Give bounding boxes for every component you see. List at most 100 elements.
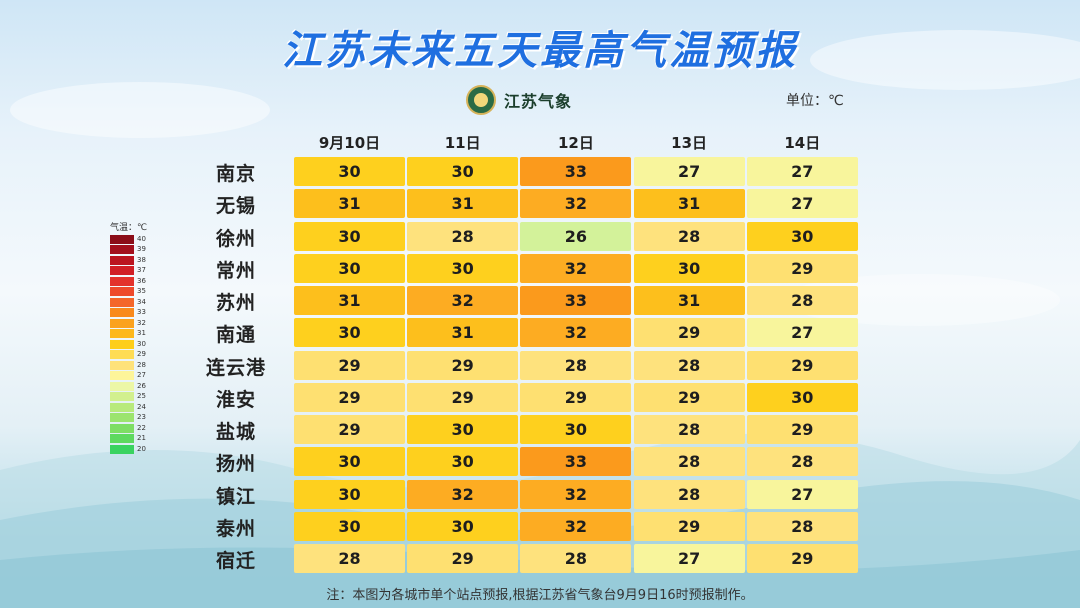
legend-label: 21 — [137, 434, 146, 443]
legend-item: 30 — [110, 339, 170, 350]
legend-item: 34 — [110, 297, 170, 308]
legend-item: 28 — [110, 360, 170, 371]
legend-label: 24 — [137, 402, 146, 411]
heatmap-cell: 30 — [294, 447, 405, 477]
legend-swatch — [110, 255, 134, 265]
heatmap-cell: 29 — [294, 382, 405, 412]
legend-item: 23 — [110, 413, 170, 424]
chart-title: 江苏未来五天最高气温预报 — [282, 28, 798, 74]
city-label: 南通 — [215, 324, 256, 347]
legend-label: 27 — [137, 371, 146, 380]
legend-item: 33 — [110, 308, 170, 319]
heatmap-cell: 28 — [746, 286, 858, 315]
legend-item: 35 — [110, 287, 170, 298]
heatmap-cell: 27 — [746, 189, 858, 219]
heatmap-cell: 30 — [407, 447, 519, 477]
legend-swatch — [110, 402, 134, 412]
legend-label: 23 — [137, 413, 146, 422]
heatmap-cell: 28 — [633, 479, 745, 509]
heatmap-cell: 30 — [294, 157, 405, 186]
city-label: 盐城 — [215, 421, 256, 443]
jiangsu-meteorology-emblem-icon — [466, 85, 496, 115]
heatmap-cell: 31 — [407, 189, 519, 219]
column-header: 9月10日 — [318, 134, 381, 152]
heatmap-cell: 27 — [633, 544, 745, 573]
legend-label: 29 — [137, 350, 146, 359]
heatmap-cell: 30 — [294, 221, 405, 251]
legend-swatch — [110, 266, 134, 276]
legend-swatch — [110, 371, 134, 381]
legend-label: 37 — [137, 266, 146, 275]
legend-label: 28 — [137, 360, 146, 369]
heatmap-cell: 28 — [746, 511, 858, 541]
city-label: 连云港 — [205, 356, 266, 379]
heatmap-cell: 30 — [294, 253, 405, 283]
heatmap-cell: 32 — [520, 511, 632, 541]
legend-label: 36 — [137, 276, 146, 285]
legend-swatch — [110, 287, 134, 297]
column-header: 11日 — [444, 134, 481, 152]
heatmap-cell: 28 — [633, 415, 745, 444]
legend-item: 40 — [110, 234, 170, 245]
heatmap-cell: 31 — [633, 286, 745, 315]
heatmap-cell: 29 — [633, 511, 745, 541]
heatmap-cell: 27 — [746, 157, 858, 186]
legend-label: 32 — [137, 318, 146, 327]
heatmap-cell: 28 — [294, 544, 405, 573]
heatmap-cell: 32 — [520, 189, 632, 219]
heatmap-cell: 27 — [633, 157, 745, 186]
heatmap-cell: 29 — [407, 350, 519, 380]
legend-label: 39 — [137, 245, 146, 254]
heatmap-cell: 30 — [746, 221, 858, 251]
heatmap-cell: 29 — [746, 350, 858, 380]
legend-item: 32 — [110, 318, 170, 329]
city-label: 南京 — [215, 163, 256, 185]
city-label: 扬州 — [215, 453, 256, 476]
legend-item: 36 — [110, 276, 170, 287]
heatmap-cell: 28 — [520, 544, 632, 573]
legend-swatch — [110, 413, 134, 423]
legend-item: 21 — [110, 434, 170, 445]
heatmap-cell: 28 — [746, 447, 858, 477]
legend-swatch — [110, 297, 134, 307]
heatmap-cell: 28 — [633, 447, 745, 477]
legend-item: 26 — [110, 381, 170, 392]
heatmap-cell: 30 — [294, 318, 405, 348]
heatmap-cell: 28 — [520, 350, 632, 380]
logo-text: 江苏气象 — [504, 92, 573, 111]
heatmap-cell: 30 — [746, 382, 858, 412]
legend-title: 气温：℃ — [110, 223, 148, 233]
legend-label: 38 — [137, 255, 146, 264]
heatmap-cell: 29 — [746, 253, 858, 283]
heatmap-cell: 29 — [520, 382, 632, 412]
legend-item: 39 — [110, 245, 170, 256]
legend-swatch — [110, 360, 134, 370]
city-label: 无锡 — [215, 195, 256, 218]
city-label: 苏州 — [215, 292, 256, 314]
legend-item: 22 — [110, 423, 170, 434]
heatmap-cell: 30 — [294, 479, 405, 509]
column-header: 13日 — [671, 134, 708, 152]
heatmap-cell: 30 — [294, 511, 405, 541]
heatmap-cell: 29 — [633, 318, 745, 348]
heatmap-cell: 31 — [294, 189, 405, 219]
legend-swatch — [110, 381, 134, 391]
column-header: 14日 — [784, 134, 821, 152]
legend-label: 26 — [137, 381, 146, 390]
legend-item: 25 — [110, 392, 170, 403]
heatmap-cell: 32 — [520, 479, 632, 509]
heatmap-cell: 33 — [520, 286, 632, 315]
heatmap-cell: 29 — [633, 382, 745, 412]
heatmap-cell: 32 — [407, 479, 519, 509]
legend-item: 37 — [110, 266, 170, 277]
legend-label: 35 — [137, 287, 146, 296]
city-label: 常州 — [215, 259, 256, 282]
legend-item: 24 — [110, 402, 170, 413]
legend-label: 30 — [137, 339, 146, 348]
legend-swatch — [110, 308, 134, 318]
city-label: 泰州 — [215, 517, 256, 540]
column-header: 12日 — [557, 134, 594, 152]
heatmap-cell: 30 — [407, 511, 519, 541]
legend-item: 31 — [110, 329, 170, 340]
heatmap-cell: 29 — [294, 350, 405, 380]
